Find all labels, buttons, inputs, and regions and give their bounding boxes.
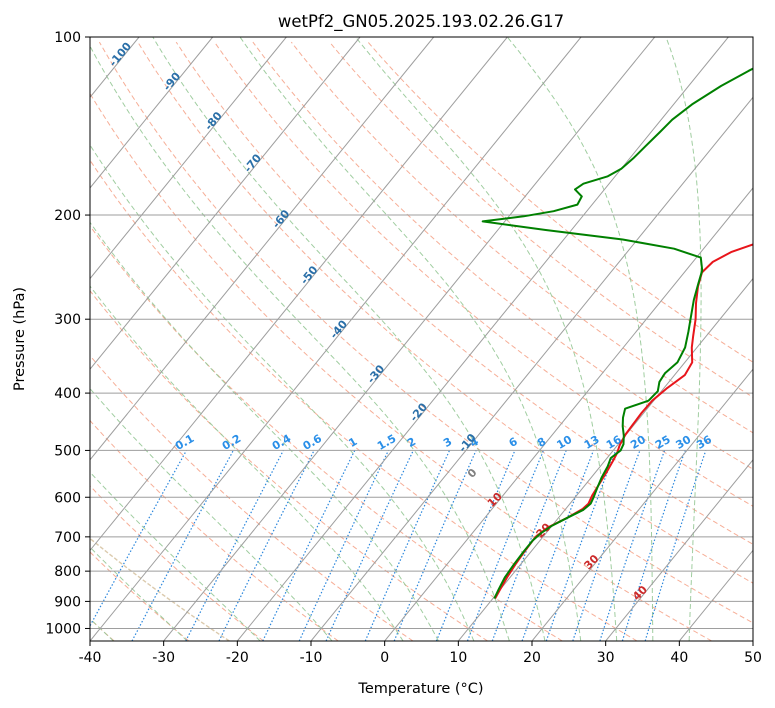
- moist-adiabat-line: [90, 45, 510, 641]
- x-tick-label: 10: [449, 650, 467, 666]
- mixing-ratio-line: [545, 450, 617, 641]
- x-axis-label: Temperature (°C): [357, 681, 483, 697]
- dry-adiabat-line: [90, 290, 488, 641]
- isotherm-line: [90, 37, 435, 461]
- x-tick-label: 30: [597, 650, 615, 666]
- moist-adiabat-line: [665, 37, 702, 641]
- y-tick-label: 500: [54, 443, 81, 459]
- x-tick-label: -30: [152, 650, 175, 666]
- x-tick-label: 50: [744, 650, 762, 666]
- mixing-ratio-line: [364, 450, 451, 641]
- dry-adiabat-line: [90, 225, 563, 641]
- y-tick-label: 900: [54, 594, 81, 610]
- moist-adiabat-line: [90, 285, 404, 641]
- dry-adiabat-line: [137, 41, 753, 584]
- isotherm-line: [90, 37, 508, 552]
- mixing-ratio-line: [298, 450, 390, 641]
- isotherm-line: [90, 37, 361, 370]
- mixing-ratio-line: [185, 450, 284, 641]
- isotherm-line: [310, 96, 753, 641]
- isotherm-line: [90, 37, 287, 280]
- y-tick-label: 1000: [45, 621, 81, 637]
- x-tick-label: 40: [670, 650, 688, 666]
- y-tick-label: 800: [54, 564, 81, 580]
- dry-adiabat-line: [90, 159, 638, 641]
- moist-adiabat-line: [239, 37, 582, 641]
- x-tick-label: 0: [380, 650, 389, 666]
- y-tick-label: 400: [54, 386, 81, 402]
- profile-series: [481, 67, 753, 599]
- isotherm-line: [163, 37, 656, 641]
- axes: -40 -30 -20 -10 0 10 20 30 40 50 100 200 300 400 500 60…: [45, 30, 762, 666]
- mixing-ratio-line: [466, 450, 545, 641]
- mixing-ratio-line: [262, 450, 356, 641]
- moist-adiabat-line: [506, 37, 654, 641]
- isotherm-line: [457, 277, 753, 641]
- mixing-ratio-line: [90, 450, 188, 628]
- mixing-ratio-line: [218, 450, 315, 641]
- x-tick-label: -20: [226, 650, 249, 666]
- mixing-ratio-line: [491, 450, 567, 641]
- dewpoint-line: [481, 67, 753, 599]
- dry-adiabat-line: [98, 41, 753, 624]
- dry-adiabat-line: [329, 41, 753, 398]
- isotherm-line: [384, 187, 753, 641]
- moist-adiabat-line: [90, 144, 475, 641]
- isotherm-line: [90, 37, 214, 189]
- isotherm-line: [236, 37, 729, 641]
- dry-adiabat-line: [90, 551, 190, 641]
- reference-curve: [90, 537, 230, 641]
- x-tick-label: -40: [79, 650, 102, 666]
- dry-adiabat-line: [90, 419, 339, 641]
- moist-adiabat-line: [90, 387, 333, 641]
- dry-adiabat-line: [90, 354, 414, 641]
- isotherm-line: [90, 37, 582, 641]
- mixing-ratio-line: [621, 450, 686, 641]
- plot-frame: [89, 36, 754, 642]
- y-tick-label: 200: [54, 208, 81, 224]
- y-tick-label: 700: [54, 530, 81, 546]
- dry-adiabat-line: [214, 41, 753, 507]
- isotherm-line: [605, 458, 753, 641]
- mixing-ratio-line: [325, 450, 414, 641]
- background-lines: [90, 37, 753, 641]
- mixing-ratio-line: [599, 450, 666, 641]
- y-tick-label: 600: [54, 490, 81, 506]
- dry-adiabat-line: [290, 41, 753, 434]
- x-tick-label: -10: [300, 650, 323, 666]
- dry-adiabat-line: [90, 485, 264, 641]
- dry-adiabat-line: [175, 41, 753, 545]
- mixing-ratio-line: [131, 450, 234, 641]
- mixing-ratio-line: [435, 450, 516, 641]
- y-tick-label: 300: [54, 312, 81, 328]
- grid-lines: [90, 37, 753, 641]
- isotherm-line: [531, 368, 753, 641]
- x-tick-label: 20: [523, 650, 541, 666]
- moist-adiabat-line: [90, 221, 439, 641]
- y-tick-label: 100: [54, 30, 81, 46]
- mixing-ratio-line: [572, 450, 641, 641]
- moist-adiabat-line: [152, 37, 546, 641]
- y-axis-label: Pressure (hPa): [12, 287, 28, 391]
- mixing-ratio-line: [521, 450, 595, 641]
- chart-title: wetPf2_GN05.2025.193.02.26.G17: [278, 12, 564, 32]
